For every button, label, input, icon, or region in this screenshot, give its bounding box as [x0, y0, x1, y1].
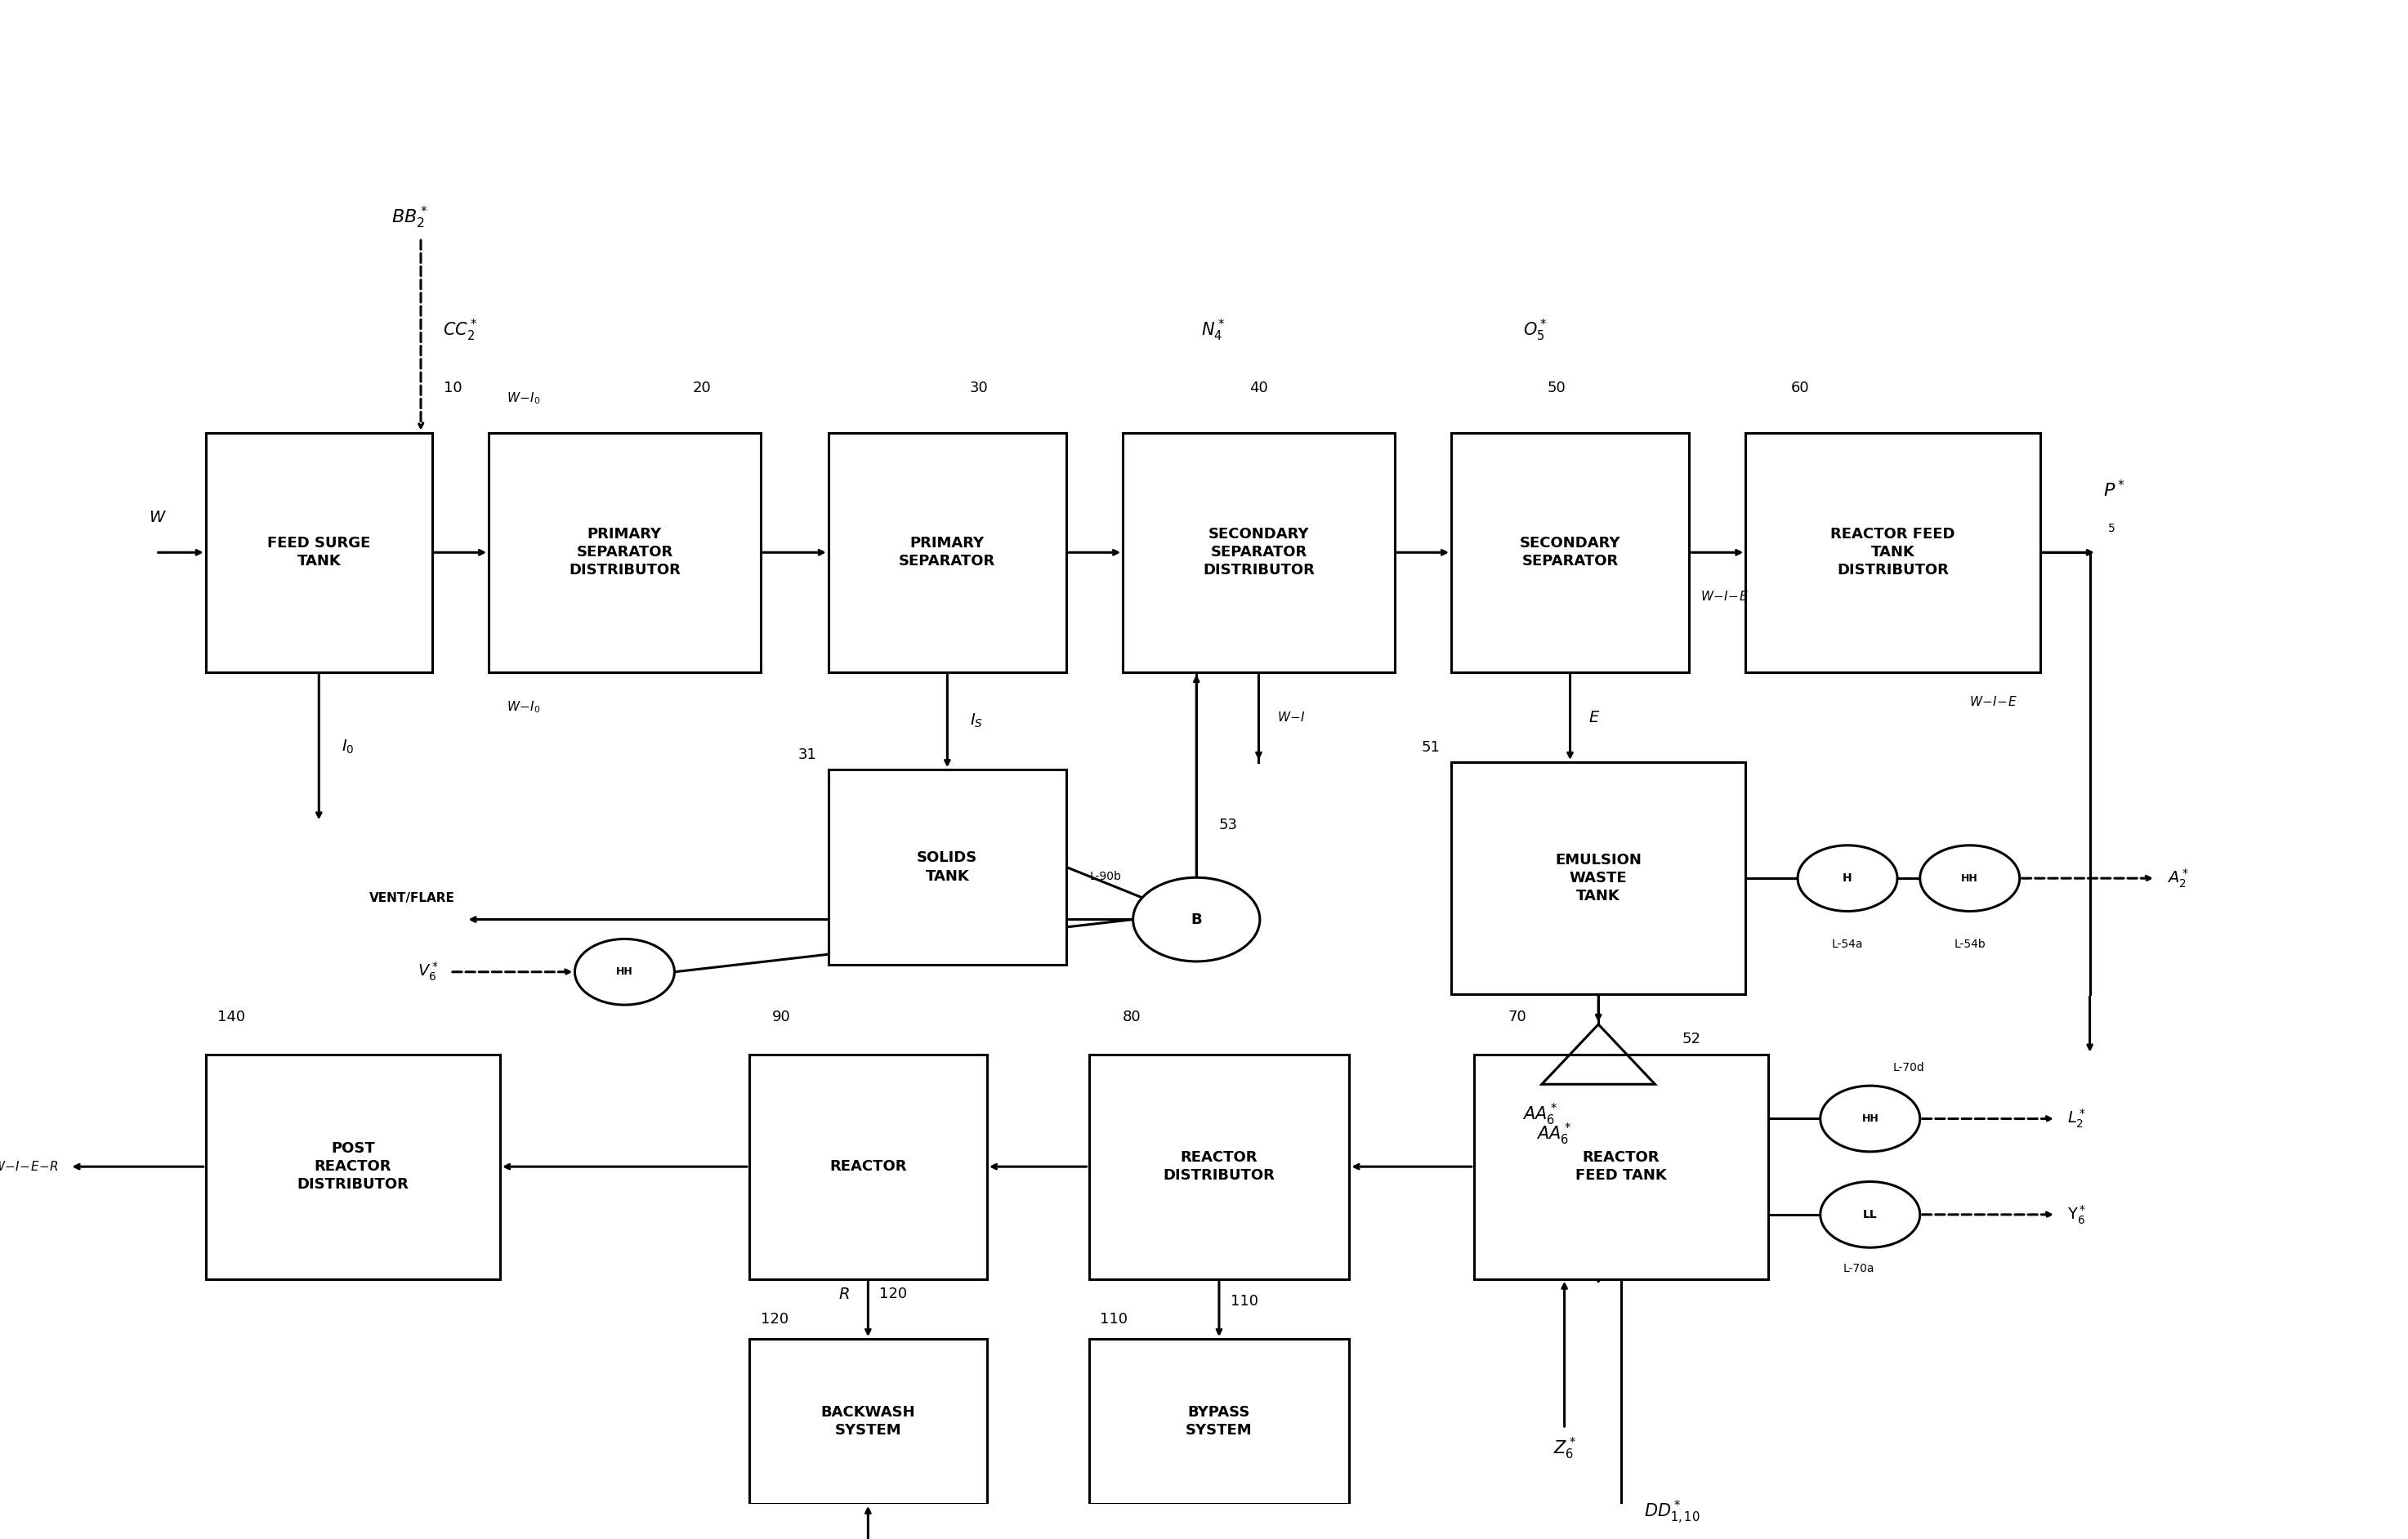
Text: 80: 80 [1122, 1010, 1141, 1025]
FancyBboxPatch shape [205, 1054, 501, 1279]
Text: H: H [1842, 873, 1852, 883]
Text: $I_S$: $I_S$ [970, 713, 982, 729]
Text: PRIMARY
SEPARATOR
DISTRIBUTOR: PRIMARY SEPARATOR DISTRIBUTOR [568, 526, 681, 579]
FancyBboxPatch shape [489, 432, 761, 673]
Text: $AA_6^*$: $AA_6^*$ [1522, 1102, 1558, 1127]
FancyBboxPatch shape [1452, 762, 1746, 994]
Text: $W\!-\!I\!-\!E$: $W\!-\!I\!-\!E$ [1970, 694, 2018, 708]
Text: EMULSION
WASTE
TANK: EMULSION WASTE TANK [1556, 853, 1642, 903]
Text: $BB_2^*$: $BB_2^*$ [393, 205, 429, 231]
Circle shape [1134, 877, 1259, 962]
FancyBboxPatch shape [1474, 1054, 1767, 1279]
Text: 120: 120 [879, 1287, 908, 1302]
Text: $W\!-\!I_0$: $W\!-\!I_0$ [506, 699, 542, 714]
Text: 110: 110 [1100, 1313, 1127, 1327]
FancyBboxPatch shape [1746, 432, 2040, 673]
Text: VENT/FLARE: VENT/FLARE [368, 893, 455, 905]
Text: $W\!-\!I\!-\!E$: $W\!-\!I\!-\!E$ [1700, 589, 1748, 603]
Text: L-70a: L-70a [1842, 1262, 1873, 1274]
Text: $W\!-\!I$: $W\!-\!I$ [1276, 711, 1305, 723]
FancyBboxPatch shape [828, 432, 1067, 673]
Text: 5: 5 [2107, 523, 2114, 534]
Text: $L_2^*$: $L_2^*$ [2066, 1108, 2085, 1130]
FancyBboxPatch shape [1452, 432, 1688, 673]
FancyBboxPatch shape [749, 1339, 987, 1504]
FancyBboxPatch shape [749, 1054, 987, 1279]
FancyBboxPatch shape [828, 770, 1067, 965]
Text: 30: 30 [970, 380, 990, 396]
Text: 110: 110 [1230, 1294, 1257, 1308]
Text: L-90b: L-90b [1091, 871, 1122, 882]
Text: 20: 20 [694, 380, 710, 396]
Text: REACTOR
DISTRIBUTOR: REACTOR DISTRIBUTOR [1163, 1150, 1274, 1183]
Text: $E$: $E$ [1589, 709, 1599, 725]
Circle shape [1919, 845, 2020, 911]
Text: PRIMARY
SEPARATOR: PRIMARY SEPARATOR [898, 536, 995, 569]
Text: 50: 50 [1548, 380, 1565, 396]
Text: $R$: $R$ [838, 1287, 850, 1302]
Text: $Z_6^*$: $Z_6^*$ [1553, 1436, 1575, 1462]
Text: SECONDARY
SEPARATOR
DISTRIBUTOR: SECONDARY SEPARATOR DISTRIBUTOR [1202, 526, 1315, 579]
Text: 53: 53 [1218, 817, 1238, 833]
Text: 40: 40 [1250, 380, 1269, 396]
Text: SECONDARY
SEPARATOR: SECONDARY SEPARATOR [1519, 536, 1621, 569]
Text: HH: HH [1960, 873, 1979, 883]
Text: $O_5^*$: $O_5^*$ [1524, 317, 1548, 343]
Text: 70: 70 [1507, 1010, 1527, 1025]
FancyBboxPatch shape [1088, 1054, 1348, 1279]
Text: SOLIDS
TANK: SOLIDS TANK [917, 851, 978, 883]
Text: 90: 90 [773, 1010, 790, 1025]
Text: 60: 60 [1792, 380, 1808, 396]
Text: $W\!-\!I_0$: $W\!-\!I_0$ [506, 391, 542, 406]
Circle shape [576, 939, 674, 1005]
Text: 10: 10 [443, 380, 462, 396]
Text: L-54b: L-54b [1953, 939, 1987, 950]
Text: B: B [1192, 913, 1202, 926]
Text: BACKWASH
SYSTEM: BACKWASH SYSTEM [821, 1405, 915, 1437]
Text: BYPASS
SYSTEM: BYPASS SYSTEM [1185, 1405, 1252, 1437]
Text: $W$: $W$ [149, 509, 166, 525]
Text: $A_2^*$: $A_2^*$ [2167, 866, 2189, 890]
Text: $N_4^*$: $N_4^*$ [1202, 317, 1226, 343]
Text: $AA_6^*$: $AA_6^*$ [1536, 1122, 1570, 1147]
Text: POST
REACTOR
DISTRIBUTOR: POST REACTOR DISTRIBUTOR [296, 1140, 409, 1193]
Circle shape [1820, 1182, 1919, 1248]
Text: $V_6^*$: $V_6^*$ [419, 960, 438, 983]
Text: $P^*$: $P^*$ [2105, 480, 2126, 500]
FancyBboxPatch shape [205, 432, 431, 673]
Text: L-54a: L-54a [1832, 939, 1864, 950]
Text: REACTOR FEED
TANK
DISTRIBUTOR: REACTOR FEED TANK DISTRIBUTOR [1830, 526, 1955, 579]
Text: 52: 52 [1683, 1033, 1700, 1047]
Text: FEED SURGE
TANK: FEED SURGE TANK [267, 536, 371, 569]
Text: HH: HH [616, 966, 633, 977]
Text: $I_0$: $I_0$ [342, 739, 354, 756]
FancyBboxPatch shape [1122, 432, 1394, 673]
Text: 51: 51 [1421, 740, 1440, 754]
Text: REACTOR: REACTOR [828, 1159, 908, 1174]
Text: 31: 31 [799, 748, 816, 762]
Text: L-70d: L-70d [1893, 1062, 1924, 1074]
Text: $\Upsilon_6^*$: $\Upsilon_6^*$ [2066, 1203, 2085, 1225]
Circle shape [1799, 845, 1898, 911]
Text: $DD_{1,10}^*$: $DD_{1,10}^*$ [1645, 1499, 1700, 1527]
FancyBboxPatch shape [1088, 1339, 1348, 1504]
Text: $W\!-\!I\!-\!E\!-\!R$: $W\!-\!I\!-\!E\!-\!R$ [0, 1160, 58, 1173]
Circle shape [1820, 1085, 1919, 1151]
Text: HH: HH [1861, 1113, 1878, 1123]
Text: $CC_2^*$: $CC_2^*$ [443, 317, 477, 343]
Text: 140: 140 [217, 1010, 246, 1025]
Text: REACTOR
FEED TANK: REACTOR FEED TANK [1575, 1150, 1666, 1183]
Text: 120: 120 [761, 1313, 787, 1327]
Text: LL: LL [1864, 1208, 1878, 1220]
